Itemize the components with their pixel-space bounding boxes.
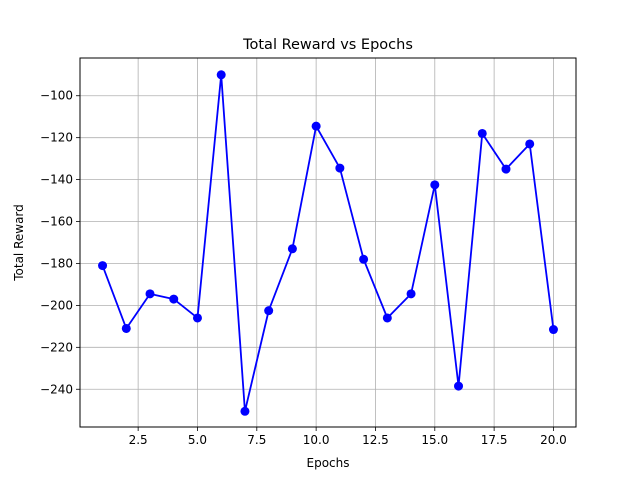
x-tick-label: 20.0 [540, 433, 567, 447]
y-tick-label: −100 [40, 89, 73, 103]
data-point [477, 128, 487, 138]
x-tick-label: 15.0 [421, 433, 448, 447]
data-point [406, 289, 416, 299]
grid-lines [80, 58, 576, 427]
data-point [98, 261, 108, 271]
y-tick-label: −220 [40, 340, 73, 354]
plot-area-frame [79, 57, 577, 428]
y-tick-label: −240 [40, 382, 73, 396]
data-point [382, 313, 392, 323]
data-point [525, 139, 535, 149]
data-point [216, 70, 226, 80]
data-point [192, 313, 202, 323]
x-tick-label: 5.0 [188, 433, 207, 447]
data-point [430, 180, 440, 190]
data-point [501, 164, 511, 174]
series-layer [98, 70, 558, 416]
y-axis: −240 −220 −200 −180 −160 −140 −120 −100 [40, 89, 80, 396]
data-point [548, 325, 558, 335]
y-tick-label: −200 [40, 298, 73, 312]
data-point [121, 323, 131, 333]
series-line [101, 73, 555, 413]
data-point [359, 254, 369, 264]
data-point [454, 381, 464, 391]
y-axis-label: Total Reward [12, 204, 26, 282]
chart-title: Total Reward vs Epochs [242, 37, 413, 53]
x-axis-label: Epochs [307, 456, 350, 470]
x-tick-label: 12.5 [362, 433, 389, 447]
data-point [240, 406, 250, 416]
data-point [335, 163, 345, 173]
x-tick-label: 7.5 [247, 433, 266, 447]
data-point [264, 306, 274, 316]
x-tick-label: 2.5 [129, 433, 148, 447]
y-tick-label: −180 [40, 256, 73, 270]
x-tick-label: 17.5 [481, 433, 508, 447]
data-point [311, 121, 321, 131]
y-tick-label: −120 [40, 131, 73, 145]
y-tick-label: −140 [40, 173, 73, 187]
data-point [287, 244, 297, 254]
y-tick-label: −160 [40, 215, 73, 229]
data-point [169, 294, 179, 304]
x-axis: 2.5 5.0 7.5 10.0 12.5 15.0 17.5 20.0 [129, 427, 567, 447]
x-tick-label: 10.0 [303, 433, 330, 447]
data-point [145, 289, 155, 299]
